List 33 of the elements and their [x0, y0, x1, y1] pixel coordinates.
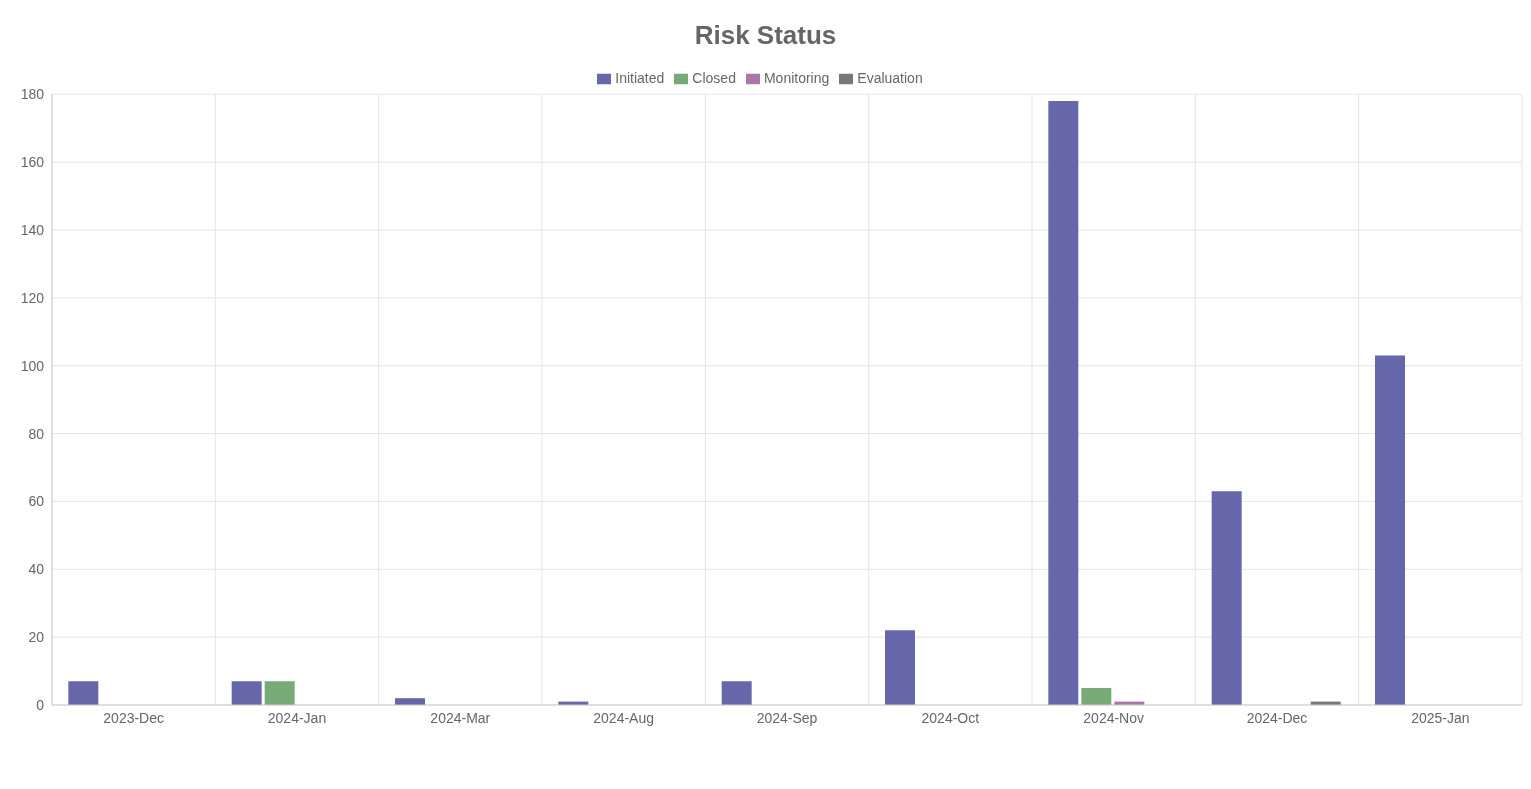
x-tick-label: 2023-Dec	[103, 709, 165, 726]
y-tick-label: 20	[28, 629, 45, 646]
y-tick-label: 160	[20, 154, 45, 171]
bar	[264, 681, 295, 705]
y-tick-label: 100	[20, 357, 45, 374]
x-tick-label: 2024-Mar	[430, 709, 491, 726]
x-tick-label: 2025-Jan	[1411, 709, 1470, 726]
legend-label: Monitoring	[763, 70, 830, 86]
bar	[231, 681, 262, 705]
x-tick-label: 2024-Jan	[267, 709, 327, 726]
bar	[885, 630, 915, 705]
x-tick-label: 2024-Sep	[756, 709, 818, 726]
x-tick-label: 2024-Dec	[1246, 709, 1308, 726]
bar	[1081, 688, 1112, 705]
bar	[1211, 491, 1242, 705]
bar	[1048, 101, 1079, 705]
legend-label: Evaluation	[857, 70, 923, 86]
bar	[721, 681, 752, 705]
y-tick-label: 80	[28, 425, 45, 442]
x-tick-label: 2024-Aug	[593, 709, 655, 726]
y-tick-label: 60	[28, 493, 45, 510]
x-tick-label: 2024-Nov	[1083, 709, 1145, 726]
y-tick-label: 140	[20, 221, 45, 238]
y-tick-label: 180	[20, 86, 45, 103]
chart-title: Risk Status	[693, 20, 838, 52]
bar	[1375, 355, 1405, 705]
bar	[68, 681, 99, 705]
y-tick-label: 40	[28, 561, 45, 578]
y-tick-label: 0	[36, 696, 45, 713]
legend-label: Closed	[692, 70, 736, 86]
x-tick-label: 2024-Oct	[921, 709, 980, 726]
legend-label: Initiated	[615, 70, 665, 86]
y-tick-label: 120	[20, 289, 45, 306]
